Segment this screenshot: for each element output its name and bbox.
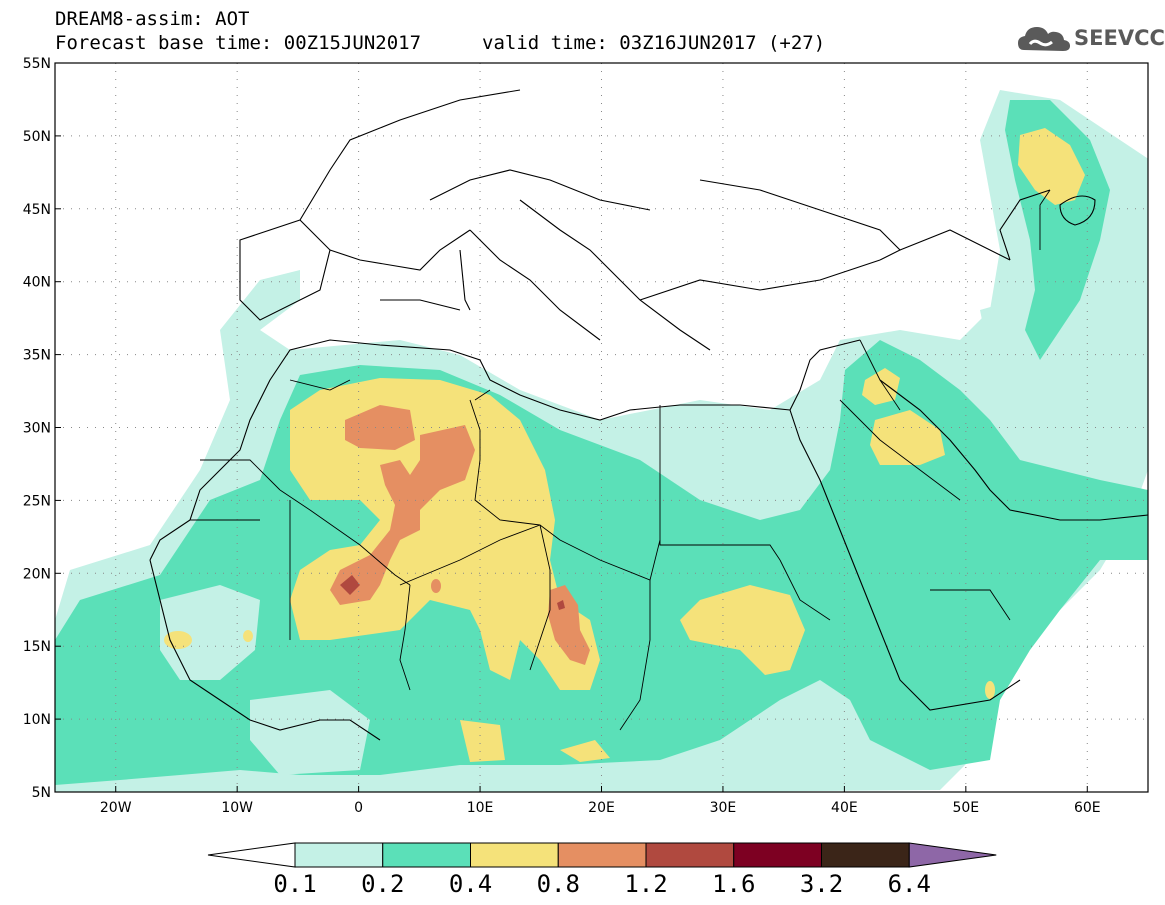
lat-tick-label: 10N: [23, 712, 51, 728]
colorbar-label: 6.4: [887, 870, 931, 898]
product-title: DREAM8-assim: AOT: [55, 8, 250, 30]
lon-tick-label: 0: [354, 800, 363, 816]
aot-spot-senegal: [164, 631, 192, 649]
lat-tick-label: 30N: [23, 421, 51, 437]
lat-tick-label: 45N: [23, 202, 51, 218]
colorbar-label: 0.4: [448, 870, 493, 898]
axis-ticks: [55, 62, 1088, 793]
lon-tick-label: 50E: [952, 800, 979, 816]
colorbar-label: 0.8: [536, 870, 580, 898]
colorbar: [207, 842, 997, 868]
lon-tick-label: 20W: [100, 800, 132, 816]
lon-tick-label: 30E: [710, 800, 737, 816]
colorbar-label: 1.6: [712, 870, 756, 898]
lon-tick-label: 60E: [1074, 800, 1101, 816]
colorbar-cell: [382, 842, 471, 868]
colorbar-low-arrow: [207, 842, 296, 868]
lat-tick-label: 15N: [23, 639, 51, 655]
lon-tick-label: 10E: [467, 800, 494, 816]
lon-tick-labels: 20W 10W 0 10E 20E 30E 40E 50E 60E: [100, 800, 1101, 816]
aot-gap-westafrica: [250, 690, 370, 775]
aot-band-0.8-1.2-algeria: [345, 405, 415, 450]
aot-gap-sahel: [160, 585, 260, 680]
lat-tick-label: 35N: [23, 348, 51, 364]
colorbar-label: 3.2: [799, 870, 844, 898]
lon-tick-label: 10W: [221, 800, 253, 816]
colorbar-label: 1.2: [624, 870, 668, 898]
aot-band-0.4-0.8-chad: [460, 720, 505, 762]
map-coastlines: [149, 89, 1148, 741]
aot-band-0.4-0.8-iraq: [870, 410, 945, 465]
colorbar-label: 0.1: [273, 870, 317, 898]
forecast-base-time: Forecast base time: 00Z15JUN2017: [55, 32, 422, 54]
colorbar-label: 0.2: [361, 870, 405, 898]
colorbar-cell: [294, 842, 384, 868]
cloud-icon: [1018, 27, 1070, 51]
lat-tick-label: 25N: [23, 493, 51, 509]
colorbar-cell: [557, 842, 647, 868]
colorbar-cell: [821, 842, 910, 868]
lat-tick-label: 50N: [23, 129, 51, 145]
aot-band-0.4-0.8-kazakh: [1018, 128, 1085, 205]
lat-tick-label: 40N: [23, 275, 51, 291]
aot-band-1.2-1.6-chad: [557, 600, 565, 610]
aot-spot-somalia: [985, 681, 995, 699]
colorbar-cell: [470, 842, 559, 868]
aot-spot-mali: [243, 630, 253, 642]
valid-time: valid time: 03Z16JUN2017 (+27): [482, 32, 826, 54]
aot-band-0.4-0.8-car: [560, 740, 610, 762]
lat-tick-label: 55N: [23, 56, 51, 72]
colorbar-cell: [645, 842, 735, 868]
lon-tick-label: 20E: [588, 800, 615, 816]
aot-spot-niger: [431, 579, 441, 593]
aot-band-1.2-1.6: [340, 575, 360, 595]
logo-text: SEEVCCC: [1074, 26, 1165, 50]
aot-band-0.8-1.2-libya: [330, 425, 475, 605]
map-borders: [190, 189, 1051, 731]
colorbar-cell: [733, 842, 822, 868]
aot-band-0.4-0.8-sudan: [680, 585, 805, 675]
seevccc-logo: SEEVCCC: [1016, 22, 1165, 56]
lat-tick-labels: 55N 50N 45N 40N 35N 30N 25N 20N 15N 10N 5N: [23, 56, 51, 801]
colorbar-high-arrow: [908, 842, 997, 868]
aot-band-0.4-0.8-sahara: [290, 378, 600, 690]
lat-tick-label: 5N: [32, 785, 51, 801]
lat-tick-label: 20N: [23, 566, 51, 582]
lon-tick-label: 40E: [831, 800, 858, 816]
